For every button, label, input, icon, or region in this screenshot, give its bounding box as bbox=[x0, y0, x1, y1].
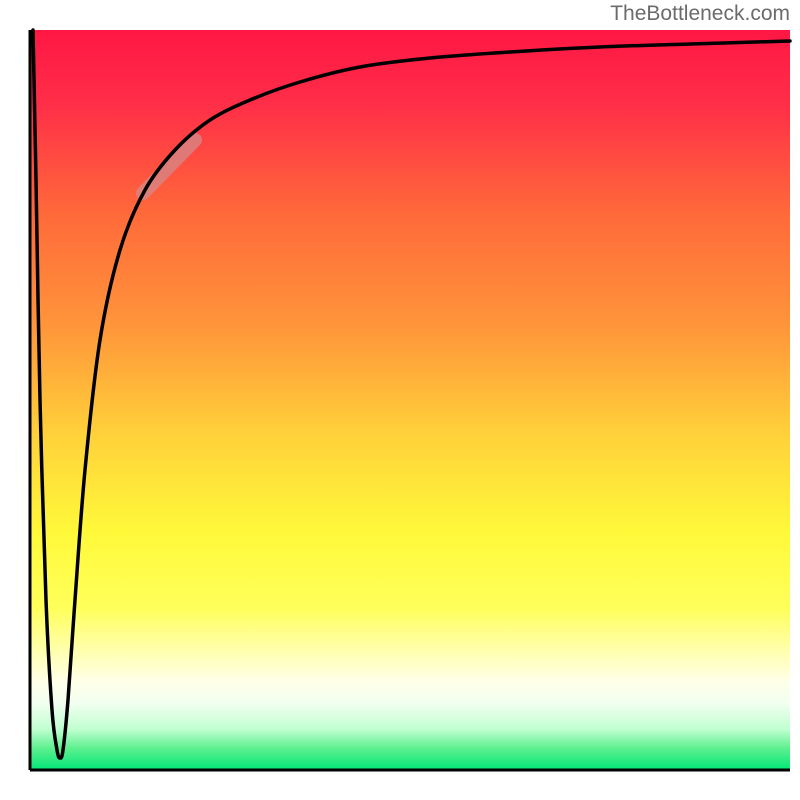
watermark-text: TheBottleneck.com bbox=[610, 2, 790, 26]
bottleneck-chart: TheBottleneck.com bbox=[0, 0, 800, 800]
plot-background bbox=[30, 30, 790, 770]
chart-svg bbox=[0, 0, 800, 800]
